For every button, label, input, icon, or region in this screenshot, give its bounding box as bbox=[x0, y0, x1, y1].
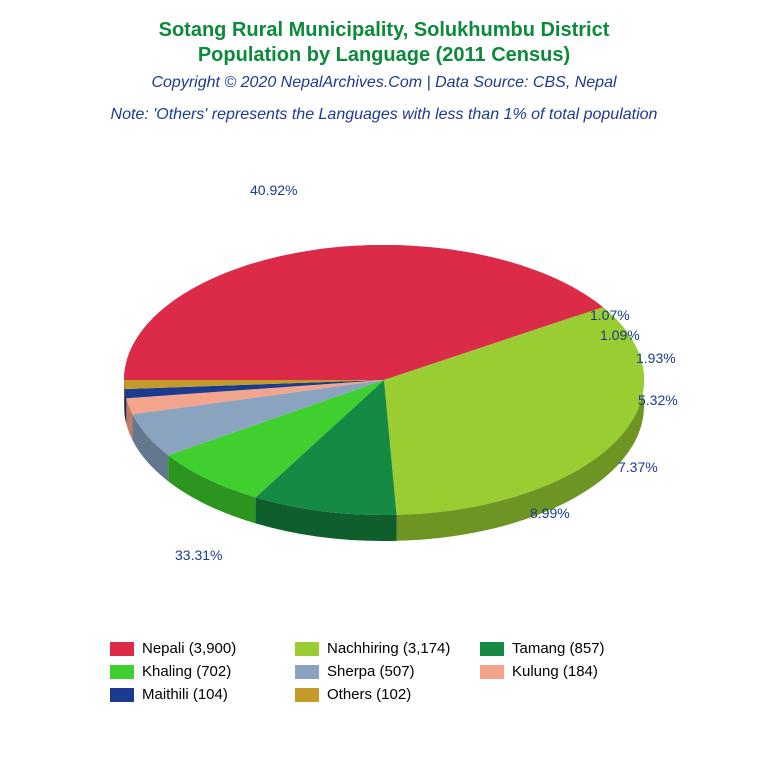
legend-item: Sherpa (507) bbox=[295, 663, 480, 680]
legend-swatch bbox=[295, 642, 319, 656]
legend-label: Nachhiring (3,174) bbox=[327, 640, 450, 657]
legend-swatch bbox=[480, 665, 504, 679]
chart-note: Note: 'Others' represents the Languages … bbox=[0, 106, 768, 124]
legend-label: Kulung (184) bbox=[512, 663, 598, 680]
chart-copyright: Copyright © 2020 NepalArchives.Com | Dat… bbox=[0, 74, 768, 92]
pie-chart: 40.92% 33.31% 8.99% 7.37% 5.32% 1.93% 1.09% 1.0… bbox=[0, 160, 768, 600]
legend-item: Tamang (857) bbox=[480, 640, 665, 657]
pie-pct-label: 33.31% bbox=[175, 547, 222, 563]
legend-swatch bbox=[480, 642, 504, 656]
legend-swatch bbox=[295, 688, 319, 702]
legend-swatch bbox=[110, 642, 134, 656]
chart-title-line1: Sotang Rural Municipality, Solukhumbu Di… bbox=[0, 18, 768, 43]
pie-pct-label: 8.99% bbox=[530, 505, 570, 521]
legend-swatch bbox=[110, 688, 134, 702]
legend-item: Khaling (702) bbox=[110, 663, 295, 680]
legend-swatch bbox=[295, 665, 319, 679]
pie-pct-label: 40.92% bbox=[250, 182, 297, 198]
legend-label: Nepali (3,900) bbox=[142, 640, 236, 657]
legend-label: Tamang (857) bbox=[512, 640, 605, 657]
legend-swatch bbox=[110, 665, 134, 679]
legend-item: Nachhiring (3,174) bbox=[295, 640, 480, 657]
legend: Nepali (3,900) Nachhiring (3,174) Tamang (… bbox=[110, 640, 670, 709]
header-block: Sotang Rural Municipality, Solukhumbu Di… bbox=[0, 0, 768, 124]
legend-label: Khaling (702) bbox=[142, 663, 231, 680]
legend-label: Others (102) bbox=[327, 686, 411, 703]
pie-pct-label: 1.09% bbox=[600, 327, 640, 343]
legend-item: Nepali (3,900) bbox=[110, 640, 295, 657]
pie-pct-label: 5.32% bbox=[638, 392, 678, 408]
chart-title-line2: Population by Language (2011 Census) bbox=[0, 43, 768, 68]
pie-chart-svg: 40.92% 33.31% 8.99% 7.37% 5.32% 1.93% 1.09% 1.0… bbox=[0, 160, 768, 600]
pie-pct-label: 7.37% bbox=[618, 459, 658, 475]
pie-pct-label: 1.93% bbox=[636, 350, 676, 366]
pie-pct-label: 1.07% bbox=[590, 307, 630, 323]
legend-item: Kulung (184) bbox=[480, 663, 665, 680]
legend-label: Sherpa (507) bbox=[327, 663, 415, 680]
legend-item: Others (102) bbox=[295, 686, 480, 703]
legend-label: Maithili (104) bbox=[142, 686, 228, 703]
legend-item: Maithili (104) bbox=[110, 686, 295, 703]
